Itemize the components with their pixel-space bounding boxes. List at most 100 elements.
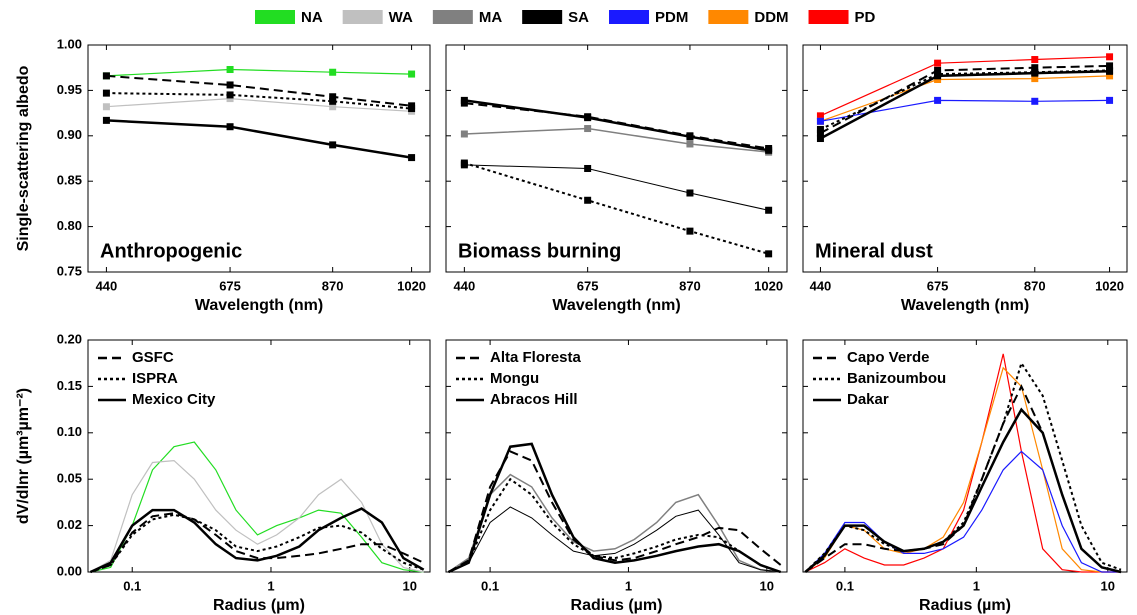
series-line — [820, 99, 1110, 122]
y-tick-label: 0.95 — [57, 82, 82, 97]
data-point — [329, 93, 337, 101]
y-tick-label: 0.05 — [57, 471, 82, 486]
series-line — [804, 450, 1121, 573]
data-point — [816, 135, 824, 143]
data-point — [584, 114, 592, 122]
y-tick-label: 1.00 — [57, 36, 82, 51]
data-point — [934, 96, 942, 104]
panel-label: Biomass burning — [458, 240, 621, 262]
data-point — [226, 123, 234, 131]
y-tick-label: 0.00 — [57, 563, 82, 578]
plot-frame — [802, 44, 1128, 273]
x-tick-label: 675 — [577, 278, 599, 293]
data-point — [1106, 96, 1114, 104]
x-tick-label: 675 — [219, 278, 241, 293]
panel-label: Anthropogenic — [100, 240, 242, 262]
data-point — [816, 129, 824, 137]
legend-swatch — [342, 10, 383, 24]
legend-swatch — [522, 10, 563, 24]
series-line — [804, 384, 1122, 573]
y-tick-label: 0.75 — [57, 263, 82, 278]
x-tick-label: 10 — [402, 578, 416, 593]
series-line — [464, 164, 769, 211]
data-point — [102, 89, 110, 97]
legend-label: PDM — [655, 9, 688, 26]
data-point — [1106, 72, 1114, 80]
series-line — [448, 477, 782, 573]
legend-swatch — [609, 10, 650, 24]
plot-frame — [802, 339, 1128, 573]
data-point — [816, 125, 824, 133]
data-point — [934, 59, 942, 67]
data-point — [686, 227, 694, 235]
series-line — [90, 512, 425, 573]
series-line — [804, 360, 1122, 573]
data-point — [1106, 62, 1114, 70]
legend-label: Dakar — [847, 391, 889, 408]
x-tick-label: 440 — [454, 278, 476, 293]
series-line — [464, 162, 769, 255]
data-point — [1031, 69, 1039, 77]
data-point — [460, 96, 468, 104]
data-point — [1031, 56, 1039, 64]
legend-swatch — [708, 10, 749, 24]
series-line — [89, 507, 425, 574]
series-line — [448, 506, 781, 573]
legend-label: PD — [855, 9, 876, 26]
legend-label: Mongu — [490, 370, 539, 387]
data-point — [226, 95, 234, 103]
y-tick-label: 0.02 — [57, 517, 82, 532]
legend-label: MA — [479, 9, 502, 26]
data-point — [816, 117, 824, 125]
panel-label: Mineral dust — [815, 240, 933, 262]
data-point — [460, 130, 468, 138]
series-line — [106, 119, 412, 159]
x-tick-label: 10 — [1101, 578, 1115, 593]
x-tick-label: 870 — [679, 278, 701, 293]
y-tick-label: 0.85 — [57, 173, 82, 188]
plot-frame — [445, 339, 788, 573]
data-point — [408, 70, 416, 78]
series-line — [804, 407, 1122, 574]
x-tick-label: 10 — [760, 578, 774, 593]
data-point — [1106, 67, 1114, 75]
x-tick-label: 1020 — [754, 278, 783, 293]
series-line — [464, 99, 769, 152]
x-tick-label: 1 — [625, 578, 632, 593]
y-tick-label: 0.10 — [57, 424, 82, 439]
series-line — [819, 70, 1110, 140]
series-line — [820, 75, 1110, 122]
data-point — [1031, 64, 1039, 72]
series-line — [819, 64, 1110, 134]
series-line — [805, 353, 1121, 573]
legend-label: DDM — [754, 9, 788, 26]
y-axis-label: Single-scattering albedo — [15, 65, 32, 251]
data-point — [408, 154, 416, 162]
y-axis-label: dV/dlnr (µm³µm⁻²) — [15, 388, 32, 524]
data-point — [584, 125, 592, 133]
data-point — [584, 164, 592, 172]
series-line — [106, 74, 412, 107]
data-point — [329, 103, 337, 111]
data-point — [460, 159, 468, 167]
series-line — [448, 473, 781, 573]
plot-frame — [445, 44, 788, 273]
data-point — [686, 133, 694, 141]
x-tick-label: 1020 — [1095, 278, 1124, 293]
legend-swatch — [255, 10, 295, 24]
data-point — [686, 189, 694, 197]
series-line — [90, 441, 424, 573]
x-axis-label: Wavelength (nm) — [901, 297, 1029, 314]
x-tick-label: 0.1 — [123, 578, 141, 593]
x-axis-label: Radius (µm) — [571, 597, 663, 614]
data-point — [765, 206, 773, 214]
legend-label: Abracos Hill — [490, 391, 578, 408]
data-point — [765, 250, 773, 258]
series-line — [90, 513, 425, 573]
legend-label: GSFC — [132, 349, 174, 366]
data-point — [329, 141, 337, 149]
data-point — [102, 72, 110, 80]
x-tick-label: 1 — [973, 578, 980, 593]
data-point — [102, 116, 110, 124]
data-point — [686, 140, 694, 148]
